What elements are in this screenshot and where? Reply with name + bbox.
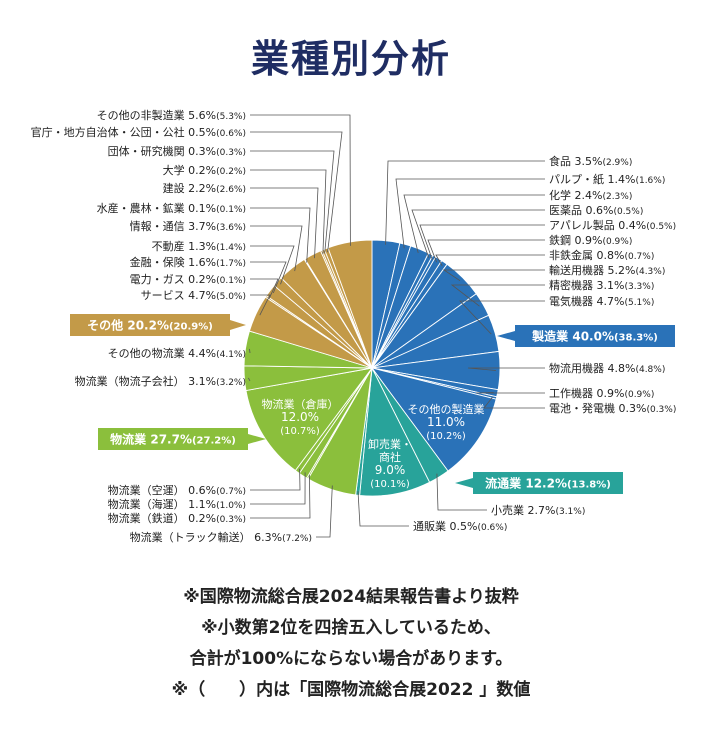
pie-chart: 食品 3.5%(2.9%) パルプ・紙 1.4%(1.6%) 化学 2.4%(2.3…	[31, 108, 677, 544]
leader-line	[419, 224, 545, 260]
group-badge-other: その他 20.2%(20.9%)	[70, 314, 246, 336]
leader-line	[250, 207, 311, 263]
slice-label: 電気機器 4.7%(5.1%)	[549, 294, 654, 308]
slice-label: 水産・農林・鉱業 0.1%(0.1%)	[97, 201, 246, 215]
slice-label: 大学 0.2%(0.2%)	[163, 163, 246, 177]
leader-line	[250, 474, 311, 519]
leader-line	[250, 187, 319, 259]
leader-line	[467, 367, 545, 371]
slice-label: 物流業（鉄道） 0.2%(0.3%)	[108, 511, 246, 525]
leader-line	[442, 269, 545, 282]
leader-line	[250, 169, 327, 255]
leader-line	[250, 278, 279, 299]
slice-label: 通販業 0.5%(0.6%)	[413, 520, 507, 533]
leader-line	[483, 396, 545, 409]
slice-label: サービス 4.7%(5.0%)	[141, 289, 246, 302]
leader-line	[250, 294, 271, 316]
leader-line	[248, 377, 251, 382]
inner-slice-label: 物流業（倉庫） 12.0% (10.7%)	[262, 397, 339, 437]
slice-label: 物流業（トラック輸送） 6.3%(7.2%)	[130, 530, 312, 544]
group-badge-log: 物流業 27.7%(27.2%)	[98, 428, 266, 450]
footnote-source: ※国際物流総合展2024結果報告書より抜粋	[183, 587, 519, 607]
leader-line	[250, 245, 295, 285]
leader-line	[250, 225, 303, 272]
slice-label: アパレル製品 0.4%(0.5%)	[549, 218, 676, 232]
footnote-rounding: ※小数第2位を四捨五入しているため、	[201, 618, 501, 638]
leader-line	[435, 254, 545, 266]
leader-line	[403, 194, 545, 253]
leader-line	[250, 472, 306, 505]
footnote-total: 合計が100%にならない場合があります。	[189, 649, 513, 669]
slice-label: 輸送用機器 5.2%(4.3%)	[549, 263, 665, 277]
slice-label: 電力・ガス 0.2%(0.1%)	[130, 273, 246, 286]
slice-label: その他の物流業 4.4%(4.1%)	[108, 346, 246, 360]
leader-line	[450, 284, 545, 307]
leader-line	[250, 150, 335, 254]
pie-slice	[245, 367, 374, 472]
footnotes: ※国際物流総合展2024結果報告書より抜粋 ※小数第2位を四捨五入しているため、…	[0, 582, 702, 706]
slice-label: 官庁・地方自治体・公団・公社 0.5%(0.6%)	[31, 125, 246, 139]
pie-slice	[370, 367, 497, 472]
slice-label: 金融・保険 1.6%(1.7%)	[130, 255, 246, 269]
leader-line	[316, 485, 333, 538]
slice-label: 鉄鋼 0.9%(0.9%)	[549, 233, 632, 247]
inner-slice-label: その他の製造業 11.0% (10.2%)	[408, 402, 485, 442]
leader-line	[250, 468, 301, 491]
slice-label: 食品 3.5%(2.9%)	[549, 154, 632, 168]
slice-label: その他の非製造業 5.6%(5.3%)	[97, 108, 246, 122]
slice-label: 化学 2.4%(2.3%)	[549, 188, 632, 202]
slice-label: 医薬品 0.6%(0.5%)	[549, 204, 643, 217]
slice-label: 小売業 2.7%(3.1%)	[491, 504, 585, 517]
slice-label: 物流用機器 4.8%(4.8%)	[549, 361, 665, 375]
slice-label: 物流業（空運） 0.6%(0.7%)	[108, 483, 246, 497]
slice-label: 建設 2.2%(2.6%)	[163, 181, 246, 195]
leader-line	[436, 473, 487, 511]
leader-line	[385, 160, 545, 245]
leader-line	[395, 178, 545, 249]
slice-label: 工作機器 0.9%(0.9%)	[549, 386, 654, 400]
leader-line	[249, 348, 251, 354]
footnote-parentheses: ※（ ）内は「国際物流総合展2022 」数値	[171, 680, 531, 700]
svg-text:流通業 12.2%(13.8%): 流通業 12.2%(13.8%)	[485, 476, 611, 491]
slice-label: 精密機器 3.1%(3.3%)	[549, 278, 654, 292]
svg-text:製造業 40.0%(38.3%): 製造業 40.0%(38.3%)	[531, 329, 658, 344]
leader-line	[357, 491, 409, 527]
leader-line	[427, 239, 545, 263]
slice-label: パルプ・紙 1.4%(1.6%)	[549, 172, 665, 186]
leader-line	[250, 114, 351, 246]
slice-label: 物流業（海運） 1.1%(1.0%)	[108, 497, 246, 511]
group-badge-mfg: 製造業 40.0%(38.3%)	[497, 325, 675, 347]
svg-text:物流業 27.7%(27.2%): 物流業 27.7%(27.2%)	[110, 432, 236, 447]
inner-slice-label: 卸売業・商社 9.0% (10.1%)	[368, 437, 412, 490]
leader-line	[459, 300, 545, 335]
leader-line	[250, 131, 343, 253]
slice-label: 不動産 1.3%(1.4%)	[152, 239, 246, 253]
slice-label: 非鉄金属 0.8%(0.7%)	[549, 248, 654, 262]
svg-text:その他 20.2%(20.9%): その他 20.2%(20.9%)	[87, 318, 213, 333]
slice-label: 情報・通信 3.7%(3.6%)	[130, 220, 246, 233]
leader-line	[411, 209, 545, 258]
slice-label: 団体・研究機関 0.3%(0.3%)	[108, 144, 246, 158]
leader-line	[475, 392, 545, 394]
slice-label: 電池・発電機 0.3%(0.3%)	[549, 401, 676, 415]
leader-line	[250, 261, 287, 294]
chart-title: 業種別分析	[250, 37, 451, 81]
slice-label: 物流業（物流子会社） 3.1%(3.2%)	[75, 374, 246, 388]
group-badge-dist: 流通業 12.2%(13.8%)	[455, 472, 623, 494]
